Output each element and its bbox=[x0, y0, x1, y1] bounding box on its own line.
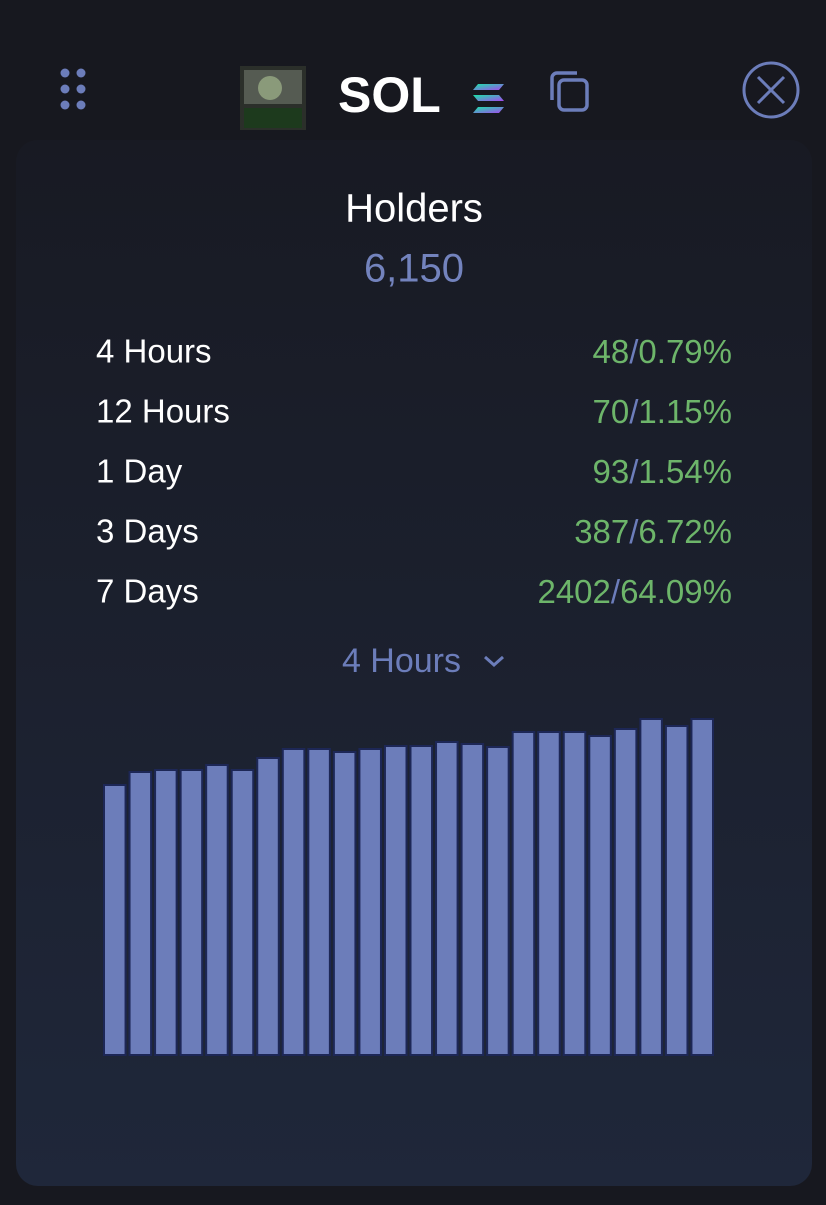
bar bbox=[613, 728, 638, 1056]
bar bbox=[383, 745, 408, 1056]
bar bbox=[179, 769, 204, 1056]
solana-logo bbox=[473, 84, 504, 113]
close-button[interactable] bbox=[742, 61, 800, 119]
bar bbox=[128, 771, 153, 1056]
stat-sep: / bbox=[629, 333, 639, 370]
stat-sep: / bbox=[629, 513, 639, 550]
token-symbol: SOL bbox=[338, 67, 441, 123]
bar bbox=[435, 741, 459, 1056]
bar bbox=[511, 731, 536, 1056]
bar bbox=[332, 751, 357, 1056]
stat-percent: 0.79% bbox=[638, 333, 732, 370]
chevron[interactable] bbox=[484, 655, 504, 668]
stat-count: 48 bbox=[593, 333, 630, 370]
stat-percent: 64.09% bbox=[620, 573, 732, 610]
token-image bbox=[240, 66, 306, 130]
bar-chart bbox=[103, 718, 714, 1056]
stat-percent: 6.72% bbox=[638, 513, 732, 550]
bar bbox=[486, 746, 510, 1056]
bar bbox=[664, 725, 689, 1056]
bar bbox=[690, 718, 714, 1056]
bar bbox=[256, 757, 280, 1056]
holders-count: 6,150 bbox=[364, 247, 464, 291]
bar bbox=[639, 718, 663, 1056]
period-label[interactable]: 4 Hours bbox=[342, 642, 461, 680]
stat-label: 7 Days bbox=[96, 573, 199, 610]
menu-icon[interactable] bbox=[60, 68, 86, 110]
stats-list: 4 Hours 48/0.79%12 Hours 70/1.15%1 Day 93/1… bbox=[96, 333, 732, 610]
stat-sep: / bbox=[611, 573, 621, 610]
holders-title: Holders bbox=[345, 187, 483, 231]
stat-percent: 1.15% bbox=[638, 393, 732, 430]
stat-count: 387 bbox=[574, 513, 629, 550]
stat-value: 70/1.15% bbox=[593, 393, 732, 430]
stat-value: 2402/64.09% bbox=[537, 573, 732, 610]
stat-sep: / bbox=[629, 453, 639, 490]
stat-label: 1 Day bbox=[96, 453, 183, 490]
bar bbox=[358, 748, 382, 1056]
bar bbox=[281, 748, 306, 1056]
bar bbox=[460, 743, 485, 1056]
bar bbox=[103, 784, 127, 1056]
stat-count: 93 bbox=[593, 453, 630, 490]
bar bbox=[537, 731, 561, 1056]
stat-count: 2402 bbox=[537, 573, 610, 610]
stat-value: 387/6.72% bbox=[574, 513, 732, 550]
bar bbox=[154, 769, 178, 1056]
bar bbox=[588, 735, 612, 1056]
stat-value: 48/0.79% bbox=[593, 333, 732, 370]
bar bbox=[409, 745, 434, 1056]
stat-label: 12 Hours bbox=[96, 393, 230, 430]
stat-label: 4 Hours bbox=[96, 333, 212, 370]
bar bbox=[205, 764, 229, 1056]
stat-value: 93/1.54% bbox=[593, 453, 732, 490]
copy-icon[interactable] bbox=[550, 71, 589, 112]
bar bbox=[307, 748, 331, 1056]
stat-percent: 1.54% bbox=[638, 453, 732, 490]
stat-sep: / bbox=[629, 393, 639, 430]
bar bbox=[230, 769, 255, 1056]
stat-label: 3 Days bbox=[96, 513, 199, 550]
period-dropdown[interactable]: 4 Hours bbox=[342, 642, 504, 680]
stat-count: 70 bbox=[593, 393, 630, 430]
bar bbox=[562, 731, 587, 1056]
